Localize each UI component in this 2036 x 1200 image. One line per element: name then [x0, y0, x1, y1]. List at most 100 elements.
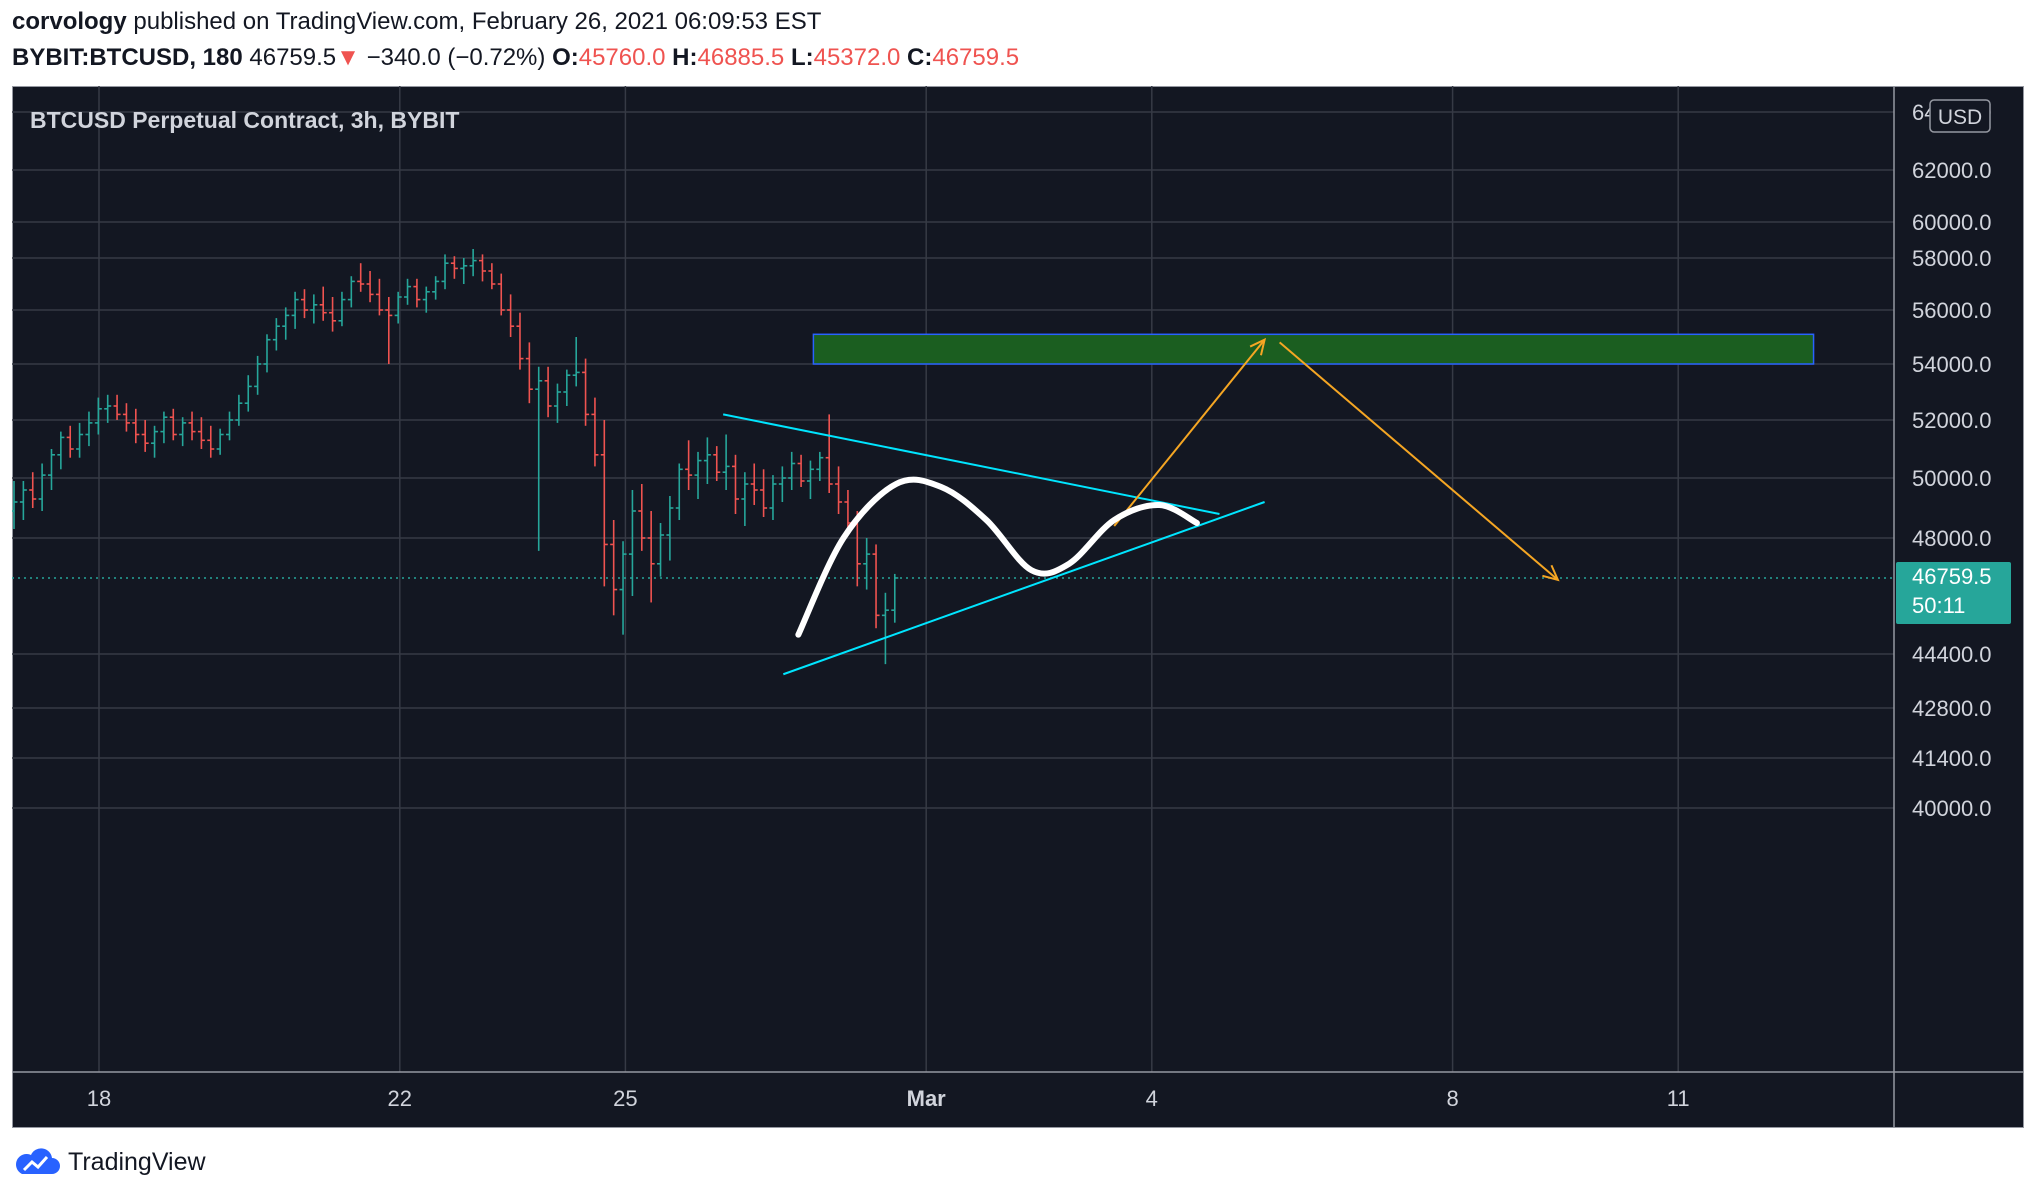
open-value: 45760.0 [578, 44, 666, 71]
chart-background [12, 86, 2024, 1128]
candle [600, 420, 608, 587]
time-tick-label: 8 [1446, 1086, 1458, 1111]
candle [94, 397, 102, 435]
chart-drawings[interactable] [722, 337, 1560, 676]
candle [507, 294, 515, 337]
candle [572, 337, 580, 387]
candle [319, 286, 327, 321]
currency-button[interactable]: USD [1929, 99, 1991, 133]
author-name[interactable]: corvology [12, 8, 127, 35]
currency-button-frame[interactable] [1929, 99, 1991, 133]
candle [769, 475, 777, 520]
forecast-arrow-down[interactable] [1278, 341, 1560, 582]
price-tick-label: 44400.0 [1912, 642, 1992, 667]
candle [104, 394, 112, 423]
candle [675, 463, 683, 520]
price-tag-value: 46759.5 [1912, 564, 1992, 589]
price-tick-label: 40000.0 [1912, 796, 1992, 821]
candle [731, 454, 739, 514]
forecast-arrow-up-head[interactable] [1249, 337, 1267, 356]
candle [29, 472, 37, 508]
candle [881, 592, 889, 665]
candle [300, 289, 308, 319]
currency-button-label[interactable]: USD [1938, 106, 1982, 129]
candle [338, 291, 346, 327]
candle [254, 355, 262, 395]
price-tick-label: 56000.0 [1912, 298, 1992, 323]
candle [525, 342, 533, 404]
price-axis[interactable]: 64000.062000.060000.058000.056000.054000… [1912, 100, 1992, 821]
close-value: 46759.5 [932, 44, 1020, 71]
candle [638, 484, 646, 551]
candle [216, 428, 224, 455]
tradingview-cloud-icon[interactable] [12, 1146, 60, 1178]
candle [816, 451, 824, 481]
time-tick-label: Mar [907, 1086, 947, 1111]
candle [76, 422, 84, 458]
brand-name[interactable]: TradingView [68, 1147, 206, 1176]
forecast-arrow-down-shaft[interactable] [1278, 341, 1559, 581]
time-tick-label: 22 [388, 1086, 412, 1111]
open-label: O: [552, 44, 579, 71]
candle [825, 414, 833, 493]
candle [113, 394, 121, 420]
price-tick-label: 50000.0 [1912, 466, 1992, 491]
published-text: published on TradingView.com, February 2… [133, 8, 822, 35]
candle [66, 425, 74, 458]
candle [450, 256, 458, 279]
candle [432, 276, 440, 300]
candle [357, 263, 365, 292]
candle [413, 278, 421, 308]
resistance-zone[interactable] [812, 333, 1815, 365]
forecast-arrow-down-head[interactable] [1542, 564, 1560, 582]
candlestick-series [12, 249, 899, 665]
time-axis[interactable]: 18 22 25 Mar 4 8 11 [87, 1086, 1690, 1111]
footer-brand: TradingView [12, 1146, 206, 1178]
candle [713, 446, 721, 481]
candle [535, 366, 543, 551]
candle [760, 469, 768, 517]
price-tick-label: 52000.0 [1912, 408, 1992, 433]
candle [563, 369, 571, 406]
candle [872, 544, 880, 629]
high-value: 46885.5 [697, 44, 785, 71]
candle [479, 254, 486, 282]
candle [647, 511, 655, 603]
candle [591, 397, 599, 467]
candle [347, 276, 355, 308]
low-label: L: [790, 44, 814, 71]
price-tick-label: 60000.0 [1912, 210, 1992, 235]
forecast-arrow-up-shaft[interactable] [1113, 339, 1266, 527]
price-chart[interactable]: 64000.062000.060000.058000.056000.054000… [12, 86, 2024, 1128]
forecast-arrow-up[interactable] [1113, 337, 1267, 527]
price-path-sketch[interactable] [795, 476, 1200, 638]
candle [703, 437, 711, 484]
publish-info: corvology published on TradingView.com, … [12, 8, 821, 36]
low-value: 45372.0 [813, 44, 901, 71]
candle [366, 271, 374, 303]
candle [188, 411, 196, 441]
candle [151, 425, 159, 458]
candle [891, 573, 899, 623]
candle [628, 490, 636, 596]
triangle-lower-trendline[interactable] [782, 501, 1265, 676]
candle [282, 307, 290, 340]
candle [619, 541, 627, 635]
candle [244, 375, 252, 412]
resistance-zone-rect[interactable] [812, 333, 1815, 365]
candle [741, 472, 749, 526]
candle [797, 454, 805, 487]
candle [141, 420, 149, 452]
candle [544, 366, 552, 418]
candle [835, 466, 843, 514]
candle [169, 408, 177, 441]
candle [291, 291, 299, 329]
candle [657, 523, 665, 577]
time-tick-label: 18 [87, 1086, 111, 1111]
time-tick-label: 4 [1146, 1086, 1158, 1111]
candle [394, 291, 402, 324]
price-tick-label: 42800.0 [1912, 696, 1992, 721]
price-tick-label: 41400.0 [1912, 746, 1992, 771]
candle [553, 383, 561, 423]
candle [460, 258, 468, 284]
